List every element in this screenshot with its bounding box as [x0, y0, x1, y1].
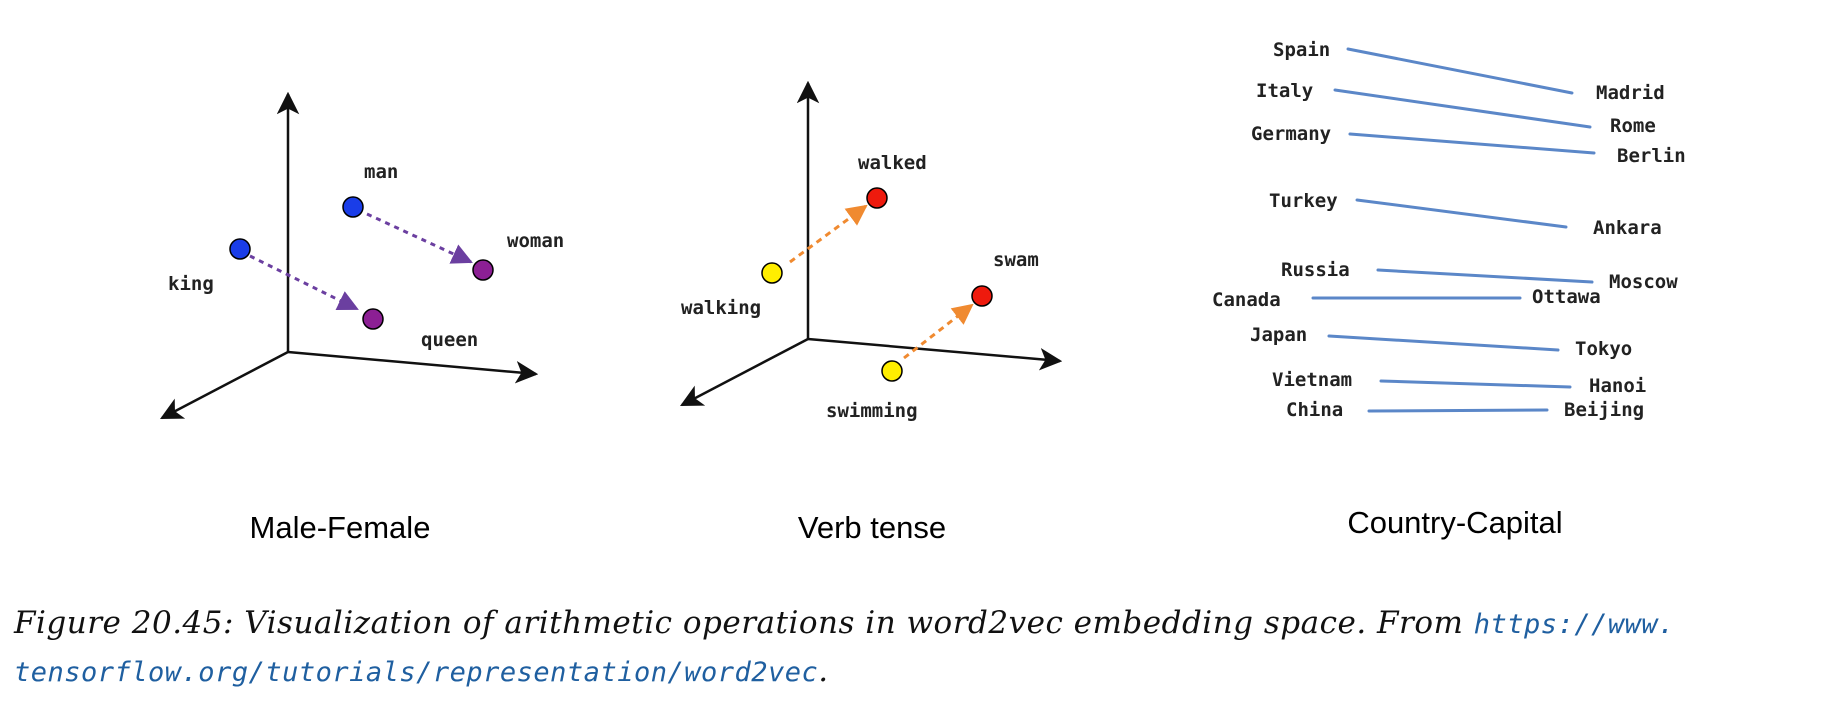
label-spain: Spain — [1273, 39, 1330, 61]
label-china: China — [1286, 399, 1343, 421]
dot-man — [342, 196, 364, 218]
label-swimming: swimming — [826, 400, 918, 422]
label-woman: woman — [507, 230, 564, 252]
dot-swimming — [881, 360, 903, 382]
label-ankara: Ankara — [1593, 217, 1662, 239]
arrow-man-woman — [366, 212, 473, 264]
figure-diagram: man woman king queen Male-Female walked … — [160, 39, 1686, 545]
dot-queen — [362, 308, 384, 330]
label-beijing: Beijing — [1564, 399, 1644, 421]
caption-link-part-2[interactable]: tensorflow.org/tutorials/representation/… — [14, 657, 819, 688]
label-canada: Canada — [1212, 289, 1281, 311]
dot-walked — [866, 187, 888, 209]
link-italy-rome — [1333, 88, 1592, 129]
label-moscow: Moscow — [1609, 271, 1678, 293]
panel-title-country-capital: Country-Capital — [1347, 505, 1562, 540]
label-queen: queen — [421, 329, 478, 351]
label-rome: Rome — [1610, 115, 1656, 137]
arrow-swimming-swam — [903, 303, 974, 360]
dot-woman — [472, 259, 494, 281]
label-italy: Italy — [1256, 80, 1313, 102]
panel-country-capital: Spain Madrid Italy Rome Germany Berlin T… — [1212, 39, 1686, 540]
label-hanoi: Hanoi — [1589, 375, 1646, 397]
dot-king — [229, 238, 251, 260]
link-vietnam-hanoi — [1379, 379, 1572, 389]
axis-depth — [680, 337, 809, 407]
arrow-king-queen — [249, 254, 359, 311]
label-japan: Japan — [1250, 324, 1307, 346]
label-tokyo: Tokyo — [1575, 338, 1632, 360]
panel-verb-tense: walked swam walking swimming Verb tense — [680, 80, 1063, 545]
link-russia-moscow — [1376, 268, 1594, 284]
arrow-walking-walked — [789, 204, 868, 264]
label-swam: swam — [993, 249, 1039, 271]
label-walked: walked — [858, 152, 927, 174]
panel-title-verb-tense: Verb tense — [798, 510, 946, 545]
label-germany: Germany — [1251, 123, 1331, 145]
caption-end: . — [818, 653, 829, 689]
axis-depth — [160, 350, 289, 420]
label-madrid: Madrid — [1596, 82, 1665, 104]
label-king: king — [168, 273, 214, 295]
link-japan-tokyo — [1327, 334, 1560, 352]
axis-horizontal — [287, 350, 539, 384]
dot-walking — [761, 262, 783, 284]
link-turkey-ankara — [1355, 198, 1568, 229]
axis-horizontal — [807, 337, 1063, 371]
label-walking: walking — [681, 297, 761, 319]
panel-title-male-female: Male-Female — [250, 510, 431, 545]
label-turkey: Turkey — [1269, 190, 1338, 212]
link-germany-berlin — [1348, 132, 1596, 155]
dot-swam — [971, 285, 993, 307]
label-vietnam: Vietnam — [1272, 369, 1352, 391]
link-spain-madrid — [1346, 47, 1574, 95]
panel-male-female: man woman king queen Male-Female — [160, 91, 564, 545]
link-china-beijing — [1367, 408, 1549, 413]
caption-text: Figure 20.45: Visualization of arithmeti… — [14, 605, 1474, 641]
figure-caption: Figure 20.45: Visualization of arithmeti… — [14, 600, 1814, 696]
label-man: man — [364, 161, 398, 183]
label-ottawa: Ottawa — [1532, 286, 1601, 308]
caption-link-part-1[interactable]: https://www. — [1473, 609, 1675, 640]
label-berlin: Berlin — [1617, 145, 1686, 167]
label-russia: Russia — [1281, 259, 1350, 281]
